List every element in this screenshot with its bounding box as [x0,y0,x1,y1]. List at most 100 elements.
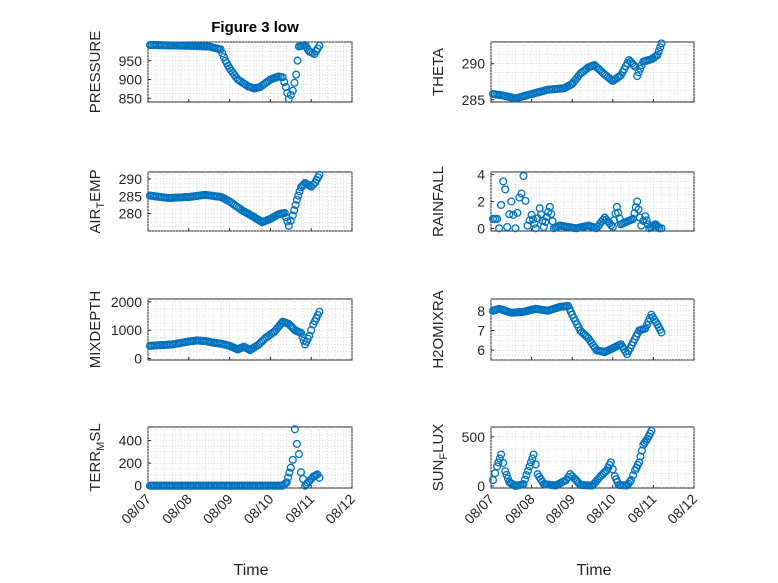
data-point [292,195,301,204]
data-point [283,217,292,226]
data-point [647,426,656,435]
data-point [633,197,642,206]
x-tick-label: 08/07 [118,491,154,527]
data-point [641,212,650,221]
x-tick-label: 08/07 [461,491,497,527]
data-point [653,50,662,60]
y-axis-label: AIRTEMP [87,169,107,233]
data-point [495,224,504,233]
data-point [280,78,289,87]
data-point [501,185,510,194]
y-axis-label: H2OMIXRA [430,290,447,368]
data-point [629,471,638,480]
data-point [612,202,621,211]
axes-frame [147,171,353,232]
data-point [531,460,540,469]
x-axis-label-right: Time [577,562,612,579]
data-point [288,86,297,95]
y-tick-label: 500 [462,429,486,445]
data-point [290,425,299,434]
y-tick-label: 0 [477,220,485,236]
data-point [305,477,314,486]
data-point [629,60,638,70]
y-tick-label: 290 [462,56,486,72]
data-point [527,210,536,219]
data-point [656,43,665,52]
data-point [499,458,508,467]
data-point [502,470,511,479]
data-point [654,47,663,56]
x-tick-label: 08/11 [624,491,660,527]
data-point [522,471,531,480]
data-point [307,182,316,191]
data-point [294,450,304,459]
data-point [493,462,502,471]
y-tick-label: 285 [119,188,143,204]
y-axis-label: TERRMSL [87,423,107,491]
data-point [292,70,301,79]
data-point [515,193,524,202]
data-point [282,478,291,487]
data-point [614,208,623,217]
y-axis-label: MIXDEPTH [87,291,104,369]
data-point [528,454,537,463]
data-point [499,177,508,186]
y-tick-label: 900 [119,72,143,88]
y-tick-label: 950 [119,53,143,69]
data-point [286,90,295,99]
data-point [286,216,295,225]
data-point [509,210,518,219]
data-point [315,41,324,50]
y-tick-label: 4 [477,167,485,183]
subplot-pressure: 850 900 950 PRESSURE [87,31,353,114]
data-point [315,473,324,482]
data-point [633,71,642,81]
data-point [625,477,634,486]
data-point [219,52,228,62]
data-point [539,222,548,232]
data-point [520,475,530,484]
y-tick-label: 0 [134,478,142,494]
subplot-sun-flux: 0 500 SUNFLUX 08/07 08/08 08/09 08/10 08/11 08/1… [430,424,700,527]
y-axis-label: THETA [430,48,447,96]
y-axis-label: SUNFLUX [430,424,450,492]
data-point [627,476,636,485]
data-point [488,476,498,485]
data-point [635,458,644,467]
subplot-mixdepth: 0 1000 2000 MIXDEPTH [87,291,353,369]
data-point [511,224,520,233]
figure-title: Figure 3 low [211,19,299,36]
x-tick-label: 08/09 [200,491,236,527]
y-tick-label: 0 [477,478,485,494]
y-tick-label: 290 [119,171,143,187]
data-point [286,463,295,472]
data-point [494,458,503,467]
data-point [523,466,533,475]
y-tick-label: 850 [119,90,143,106]
data-point [642,216,651,225]
y-tick-label: 2 [477,194,485,210]
data-point [517,189,526,198]
x-tick-label: 08/09 [542,491,578,527]
data-point [497,200,506,209]
data-point [280,208,289,218]
y-axis-label: RAINFALL [430,166,447,237]
y-tick-label: 7 [477,322,485,338]
y-tick-label: 285 [462,92,486,108]
data-point [288,211,297,220]
data-point [497,450,506,459]
data-point [284,94,293,104]
x-axis-label-left: Time [234,562,269,579]
data-point [292,439,301,448]
x-tick-label: 08/12 [322,491,358,527]
data-point [315,170,324,179]
data-point [288,455,297,464]
data-point [529,450,538,459]
data-point [284,221,293,230]
y-axis-label: PRESSURE [87,31,104,114]
data-point [503,222,512,232]
data-point [657,328,666,337]
y-tick-label: 280 [119,206,143,222]
y-tick-label: 0 [134,351,142,367]
data-point [278,73,287,82]
